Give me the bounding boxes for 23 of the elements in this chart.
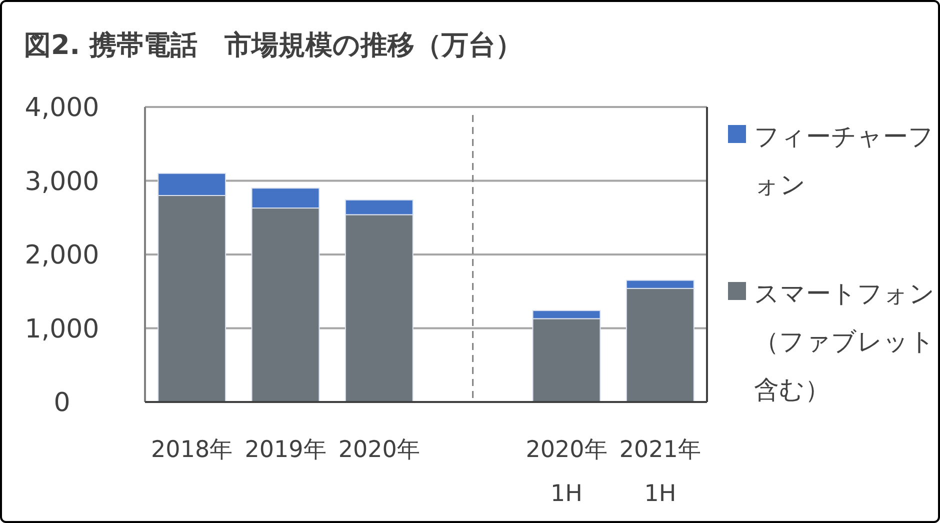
bar — [158, 195, 226, 402]
x-tick-label: 2021年 1H — [619, 437, 701, 507]
bar — [251, 208, 320, 402]
bar — [532, 318, 601, 402]
title: 図2. 携帯電話 市場規模の推移（万台） — [24, 30, 522, 61]
bar — [532, 310, 601, 320]
y-tick-label: 4,000 — [24, 93, 100, 123]
bar — [626, 288, 694, 402]
legend-label: スマートフォン（ファブレット含む） — [754, 279, 935, 404]
y-tick-label: 3,000 — [24, 166, 100, 197]
legend-label: フィーチャーフォン — [754, 122, 934, 199]
x-tick-label: 2020年 1H — [526, 437, 608, 507]
y-tick-label: 0 — [54, 388, 70, 418]
x-tick-label: 2020年 — [338, 437, 420, 463]
bar — [158, 172, 226, 196]
x-tick-label: 2018年 — [151, 437, 233, 463]
bar — [344, 199, 414, 216]
bar — [344, 214, 414, 402]
bar — [626, 280, 694, 289]
y-tick-label: 2,000 — [24, 240, 100, 270]
bar — [251, 188, 320, 209]
y-tick-label: 1,000 — [24, 314, 100, 344]
x-tick-label: 2019年 — [244, 437, 326, 463]
